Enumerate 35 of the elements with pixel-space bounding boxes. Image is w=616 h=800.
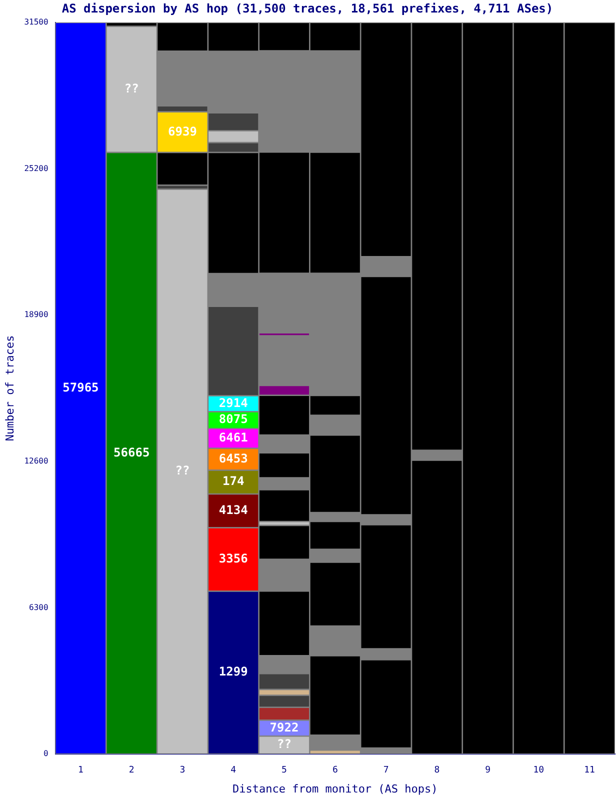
x-tick-label: 7 [383,766,389,776]
y-tick-label: 12600 [24,456,48,466]
y-tick-label: 0 [43,749,48,758]
series-label: 4134 [218,502,248,517]
series-label: ?? [124,82,139,96]
x-tick-label: 3 [180,766,186,776]
series-label: 57965 [62,380,99,394]
series-label: 6453 [218,451,248,466]
x-tick-label: 2 [128,766,134,776]
y-axis-title: Number of traces [3,335,16,442]
series-label: 6939 [168,124,197,138]
series-label: 7922 [270,720,299,734]
x-tick-label: 5 [282,766,287,776]
x-tick-label: 11 [584,766,595,776]
y-tick-label: 6300 [29,602,48,612]
x-tick-label: 8 [434,766,440,776]
x-tick-label: 4 [230,766,236,776]
x-axis-title: Distance from monitor (AS hops) [232,782,438,796]
series-label: 3356 [218,552,248,566]
y-tick-label: 25200 [24,164,48,173]
series-label: 8075 [218,412,248,426]
series-label: 174 [222,474,244,488]
series-label: ?? [175,464,190,478]
series-label: ?? [277,737,292,752]
series-label: 1299 [218,664,248,679]
series-label: 56665 [114,445,150,460]
x-tick-label: 10 [533,766,544,776]
x-tick-label: 9 [485,766,490,776]
x-tick-label: 1 [78,766,84,776]
series-label: 2914 [218,396,248,410]
chart-title: AS dispersion by AS hop (31,500 traces, 18,561 prefixes, 4,711 ASes) [62,1,554,16]
x-tick-label: 6 [332,766,338,776]
y-tick-label: 31500 [24,17,48,26]
series-label: 6461 [218,430,248,445]
y-tick-label: 18900 [24,310,48,320]
